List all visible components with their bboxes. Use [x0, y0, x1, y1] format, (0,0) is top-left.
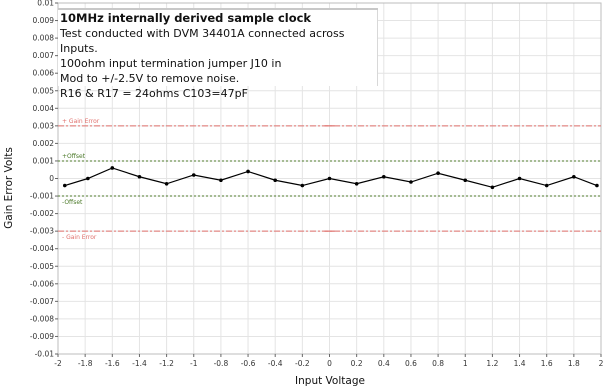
notes-line: 100ohm input termination jumper J10 in — [60, 57, 282, 70]
data-point — [409, 180, 413, 184]
data-point — [436, 171, 440, 176]
test-notes-box: 10MHz internally derived sample clock Te… — [58, 8, 378, 100]
reference-line-label: - Gain Error — [62, 234, 97, 241]
notes-top-border — [58, 8, 378, 10]
reference-line-label: + Gain Error — [62, 118, 100, 125]
data-point — [595, 183, 599, 188]
x-tick-label: 1.4 — [514, 359, 526, 368]
x-tick-label: -0.4 — [268, 359, 283, 368]
data-point — [219, 178, 223, 183]
x-tick-label: 0.2 — [351, 359, 363, 368]
x-tick-label: -1.2 — [159, 359, 174, 368]
notes-line: Mod to +/-2.5V to remove noise. — [60, 72, 240, 85]
data-series — [62, 166, 599, 190]
x-tick-label: 0.4 — [378, 359, 390, 368]
data-point — [137, 174, 142, 179]
x-tick-label: -2 — [54, 359, 62, 368]
data-point — [164, 181, 169, 186]
x-tick-label: -0.2 — [295, 359, 310, 368]
data-point — [110, 166, 115, 170]
y-tick-label: 0.009 — [33, 16, 55, 25]
y-tick-label: -0.01 — [35, 350, 55, 359]
notes-line: Inputs. — [60, 42, 98, 55]
data-point — [327, 176, 332, 181]
y-tick-label: 0 — [49, 174, 54, 183]
data-point — [490, 185, 495, 190]
data-point — [246, 169, 250, 174]
y-tick-label: -0.009 — [30, 332, 54, 341]
reference-lines: + Gain Error +Offset -Offset - Gain Error — [58, 118, 601, 241]
x-tick-label: 1.8 — [568, 359, 580, 368]
x-tick-label: 0 — [327, 359, 332, 368]
notes-line: Test conducted with DVM 34401A connected… — [60, 27, 345, 40]
x-tick-label: 2 — [599, 359, 604, 368]
y-tick-label: 0.007 — [33, 51, 55, 60]
y-tick-label: 0.008 — [33, 34, 55, 43]
data-point — [463, 178, 468, 183]
notes-line: R16 & R17 = 24ohms C103=47pF — [60, 87, 248, 100]
y-tick-label: 0.01 — [37, 0, 54, 8]
data-point — [62, 183, 67, 188]
x-tick-label: 0.8 — [432, 359, 444, 368]
x-tick-label: 0.6 — [405, 359, 417, 368]
x-axis-ticks: -2 -1.8 -1.6 -1.4 -1.2 -1 -0.8 -0.6 -0.4 -0.2 0 0.2… — [54, 354, 604, 368]
y-tick-label: 0.001 — [33, 156, 55, 165]
y-tick-label: -0.001 — [30, 192, 54, 201]
x-tick-label: -1 — [190, 359, 198, 368]
y-tick-label: 0.005 — [33, 86, 55, 95]
x-tick-label: -0.8 — [214, 359, 229, 368]
reference-line-label: +Offset — [62, 153, 86, 160]
data-point — [544, 183, 549, 188]
x-tick-label: 1.6 — [541, 359, 553, 368]
y-tick-label: -0.006 — [30, 279, 54, 288]
y-tick-label: -0.003 — [30, 227, 54, 236]
data-point — [382, 174, 386, 179]
data-point — [86, 176, 90, 181]
x-tick-label: -1.8 — [78, 359, 93, 368]
data-point — [191, 173, 196, 177]
y-tick-label: 0.006 — [33, 69, 55, 78]
data-point — [273, 178, 278, 183]
x-tick-label: -0.6 — [241, 359, 256, 368]
reference-line-label: -Offset — [62, 199, 83, 206]
x-axis-title: Input Voltage — [295, 375, 365, 387]
x-tick-label: -1.4 — [132, 359, 147, 368]
y-axis-title: Gain Error Volts — [3, 147, 15, 229]
data-point — [572, 174, 576, 179]
data-point — [517, 176, 522, 181]
x-tick-label: 1.2 — [486, 359, 498, 368]
y-axis-ticks: 0.01 0.009 0.008 0.007 0.006 0.005 0.004 0.003 0… — [30, 0, 58, 359]
y-tick-label: -0.007 — [30, 297, 54, 306]
y-tick-label: 0.003 — [33, 121, 55, 130]
x-tick-label: -1.6 — [105, 359, 120, 368]
y-tick-label: -0.004 — [30, 244, 54, 253]
x-tick-label: 1 — [463, 359, 468, 368]
y-tick-label: -0.002 — [30, 209, 54, 218]
y-tick-label: -0.008 — [30, 314, 54, 323]
notes-title: 10MHz internally derived sample clock — [60, 11, 312, 25]
y-tick-label: 0.004 — [33, 104, 55, 113]
data-point — [300, 183, 305, 188]
y-tick-label: 0.002 — [33, 139, 55, 148]
data-point — [354, 181, 359, 186]
y-tick-label: -0.005 — [30, 262, 54, 271]
